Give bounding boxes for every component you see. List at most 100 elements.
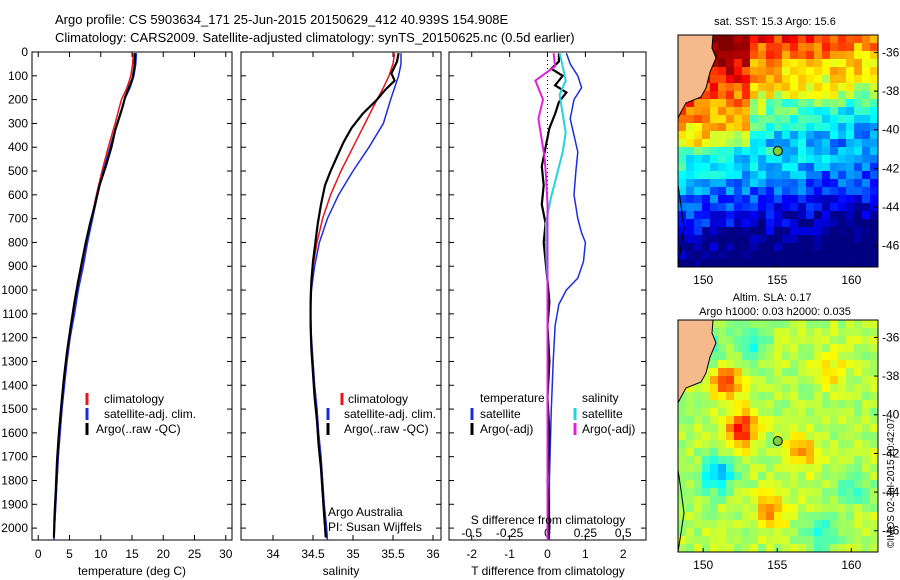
sla-cell (766, 408, 775, 417)
sla-cell (726, 552, 735, 561)
sst-cell (854, 99, 863, 108)
sla-cell (870, 384, 878, 393)
sst-cell (758, 187, 767, 196)
sla-cell (862, 496, 871, 505)
sst-cell (694, 99, 703, 108)
sst-cell (806, 211, 815, 220)
sla-cell (766, 328, 775, 337)
sst-cell (862, 211, 871, 220)
sla-cell (726, 448, 735, 457)
sst-cell (742, 51, 751, 60)
sla-cell (758, 448, 767, 457)
s-tick-label: -0.5 (461, 526, 482, 540)
sla-cell (878, 320, 887, 329)
sla-cell (798, 400, 807, 409)
sla-cell (862, 408, 871, 417)
sla-cell (766, 384, 775, 393)
sla-cell (838, 320, 847, 329)
sst-cell (814, 235, 823, 244)
sla-cell (846, 544, 855, 552)
sla-cell (734, 472, 743, 481)
sst-cell (822, 211, 831, 220)
sla-cell (846, 448, 855, 457)
sst-cell (790, 251, 799, 260)
sla-cell (854, 504, 863, 513)
sst-cell (854, 123, 863, 132)
sst-cell (750, 107, 759, 116)
sla-cell (806, 472, 815, 481)
sla-cell (718, 520, 727, 529)
sla-cell (862, 480, 871, 489)
sla-cell (678, 512, 687, 521)
sla-cell (838, 512, 847, 521)
sst-cell (774, 99, 783, 108)
sst-cell (750, 243, 759, 252)
sla-cell (806, 512, 815, 521)
sst-cell (766, 203, 775, 212)
sst-cell (758, 123, 767, 132)
difference-panel: -2 -1 0 1 2 -0.5 -0.25 0 0.25 0.5 T difference f… (448, 51, 647, 578)
sla-cell (806, 384, 815, 393)
sla-cell (766, 544, 775, 552)
sst-cell (806, 75, 815, 84)
sst-cell (806, 163, 815, 172)
sst-cell (814, 203, 823, 212)
sla-cell (750, 384, 759, 393)
sst-cell (806, 91, 815, 100)
sla-cell (870, 400, 878, 409)
salinity-axis-label: salinity (323, 564, 360, 578)
sst-cell (742, 99, 751, 108)
sla-cell (870, 416, 878, 425)
sla-cell (726, 440, 735, 449)
sst-cell (862, 179, 871, 188)
sla-cell (742, 344, 751, 353)
sla-cell (726, 528, 735, 537)
sst-cell (862, 123, 871, 132)
sst-cell (798, 43, 807, 52)
sla-cell (790, 352, 799, 361)
sla-cell (806, 400, 815, 409)
sla-cell (686, 424, 695, 433)
sst-cell (870, 75, 878, 84)
sst-land (678, 35, 717, 119)
sst-cell (758, 131, 767, 140)
sla-cell (750, 496, 759, 505)
sla-cell (878, 552, 887, 561)
sst-cell (686, 219, 695, 228)
sla-cell (798, 472, 807, 481)
y-tick-label: 1600 (1, 426, 28, 440)
sla-cell (830, 408, 839, 417)
sst-cell (870, 115, 878, 124)
sst-cell (806, 259, 815, 267)
sla-cell (758, 488, 767, 497)
sla-cell (686, 440, 695, 449)
sla-cell (678, 480, 687, 489)
sst-cell (790, 75, 799, 84)
sla-cell (702, 408, 711, 417)
sst-cell (750, 219, 759, 228)
sst-cell (798, 83, 807, 92)
sla-cell (718, 344, 727, 353)
sst-cell (678, 107, 687, 116)
sla-cell (686, 472, 695, 481)
sla-cell (734, 384, 743, 393)
sla-cell (806, 504, 815, 513)
sla-cell (734, 352, 743, 361)
sst-cell (694, 147, 703, 156)
sla-cell (822, 328, 831, 337)
sla-cell (766, 416, 775, 425)
sla-cell (782, 432, 791, 441)
sst-cell (702, 219, 711, 228)
sst-cell (806, 243, 815, 252)
sla-cell (686, 416, 695, 425)
sla-cell (742, 448, 751, 457)
sla-cell (878, 384, 887, 393)
sla-cell (734, 440, 743, 449)
sla-cell (870, 512, 878, 521)
sst-cell (750, 235, 759, 244)
sst-cell (782, 259, 791, 267)
sla-cell (806, 416, 815, 425)
sla-cell (806, 456, 815, 465)
sst-cell (822, 267, 831, 276)
sst-cell (726, 195, 735, 204)
